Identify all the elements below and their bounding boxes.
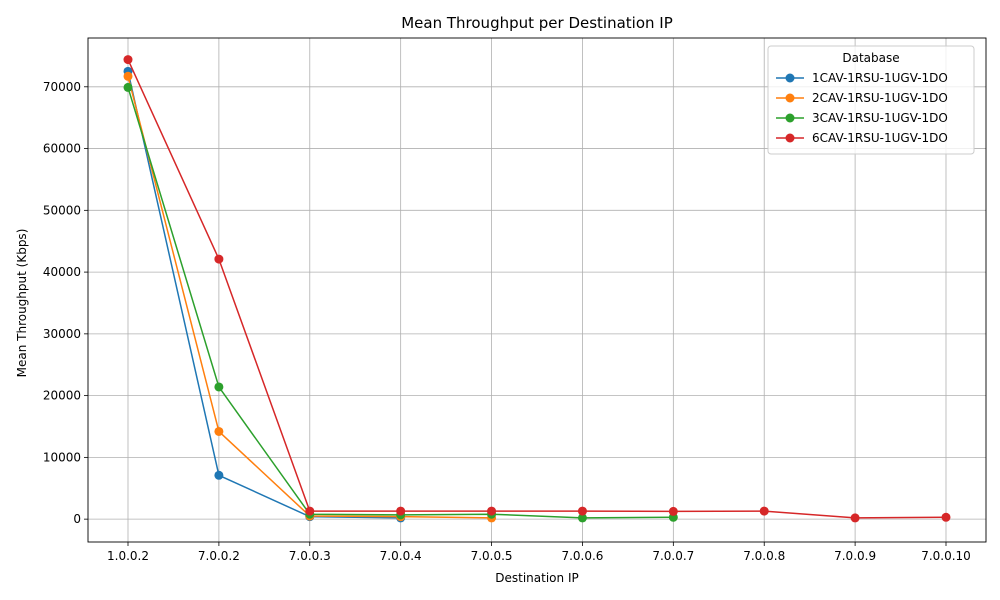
data-point xyxy=(123,71,133,81)
series-lines xyxy=(123,55,951,523)
legend: Database 1CAV-1RSU-1UGV-1DO 2CAV-1RSU-1UG… xyxy=(767,45,975,155)
legend-marker xyxy=(785,113,795,123)
legend-label: 6CAV-1RSU-1UGV-1DO xyxy=(812,131,948,145)
data-point xyxy=(941,512,951,522)
data-point xyxy=(214,470,224,480)
legend-marker xyxy=(785,73,795,83)
series-6CAV-1RSU-1UGV-1DO xyxy=(123,55,951,523)
data-point xyxy=(668,506,678,516)
x-tick-label: 7.0.0.7 xyxy=(652,549,694,563)
y-axis-label: Mean Throughput (Kbps) xyxy=(15,229,29,378)
legend-title: Database xyxy=(842,51,899,65)
data-point xyxy=(214,254,224,264)
x-tick-label: 7.0.0.8 xyxy=(743,549,785,563)
x-tick-label: 7.0.0.5 xyxy=(471,549,513,563)
x-tick-label: 7.0.0.3 xyxy=(289,549,331,563)
data-point xyxy=(759,506,769,516)
data-point xyxy=(123,82,133,92)
y-tick-label: 20000 xyxy=(43,389,81,403)
legend-label: 2CAV-1RSU-1UGV-1DO xyxy=(812,91,948,105)
data-point xyxy=(305,506,315,516)
legend-label: 1CAV-1RSU-1UGV-1DO xyxy=(812,71,948,85)
legend-marker xyxy=(785,93,795,103)
y-tick-label: 30000 xyxy=(43,327,81,341)
y-tick-label: 10000 xyxy=(43,450,81,464)
data-point xyxy=(214,382,224,392)
legend-item: 3CAV-1RSU-1UGV-1DO xyxy=(776,111,948,125)
x-tick-label: 7.0.0.4 xyxy=(380,549,422,563)
legend-item: 1CAV-1RSU-1UGV-1DO xyxy=(776,71,948,85)
x-tick-label: 7.0.0.6 xyxy=(561,549,603,563)
x-tick-label: 7.0.0.9 xyxy=(834,549,876,563)
legend-item: 2CAV-1RSU-1UGV-1DO xyxy=(776,91,948,105)
x-axis-label: Destination IP xyxy=(495,571,578,585)
y-tick-label: 70000 xyxy=(43,80,81,94)
x-tick-label: 1.0.0.2 xyxy=(107,549,149,563)
y-tick-label: 60000 xyxy=(43,142,81,156)
legend-items: 1CAV-1RSU-1UGV-1DO 2CAV-1RSU-1UGV-1DO 3CAV… xyxy=(776,71,948,145)
legend-marker xyxy=(785,133,795,143)
y-axis-ticks: 0 10000 20000 30000 40000 50000 60000 70000 xyxy=(43,80,88,526)
data-point xyxy=(214,426,224,436)
legend-label: 3CAV-1RSU-1UGV-1DO xyxy=(812,111,948,125)
x-tick-label: 7.0.0.2 xyxy=(198,549,240,563)
data-point xyxy=(577,506,587,516)
y-tick-label: 40000 xyxy=(43,265,81,279)
y-tick-label: 50000 xyxy=(43,203,81,217)
y-tick-label: 0 xyxy=(73,512,81,526)
chart-title: Mean Throughput per Destination IP xyxy=(401,14,673,32)
data-point xyxy=(123,55,133,65)
x-tick-label: 7.0.0.10 xyxy=(921,549,971,563)
legend-box xyxy=(767,45,975,155)
series-line xyxy=(127,71,401,519)
data-point xyxy=(850,513,860,523)
x-axis-ticks: 1.0.0.2 7.0.0.2 7.0.0.3 7.0.0.4 7.0.0.5 7.0.0… xyxy=(107,542,971,563)
data-point xyxy=(577,513,587,523)
series-line xyxy=(127,59,947,519)
data-point xyxy=(396,506,406,516)
legend-item: 6CAV-1RSU-1UGV-1DO xyxy=(776,131,948,145)
data-point xyxy=(487,506,497,516)
plot-area-frame xyxy=(87,37,987,543)
